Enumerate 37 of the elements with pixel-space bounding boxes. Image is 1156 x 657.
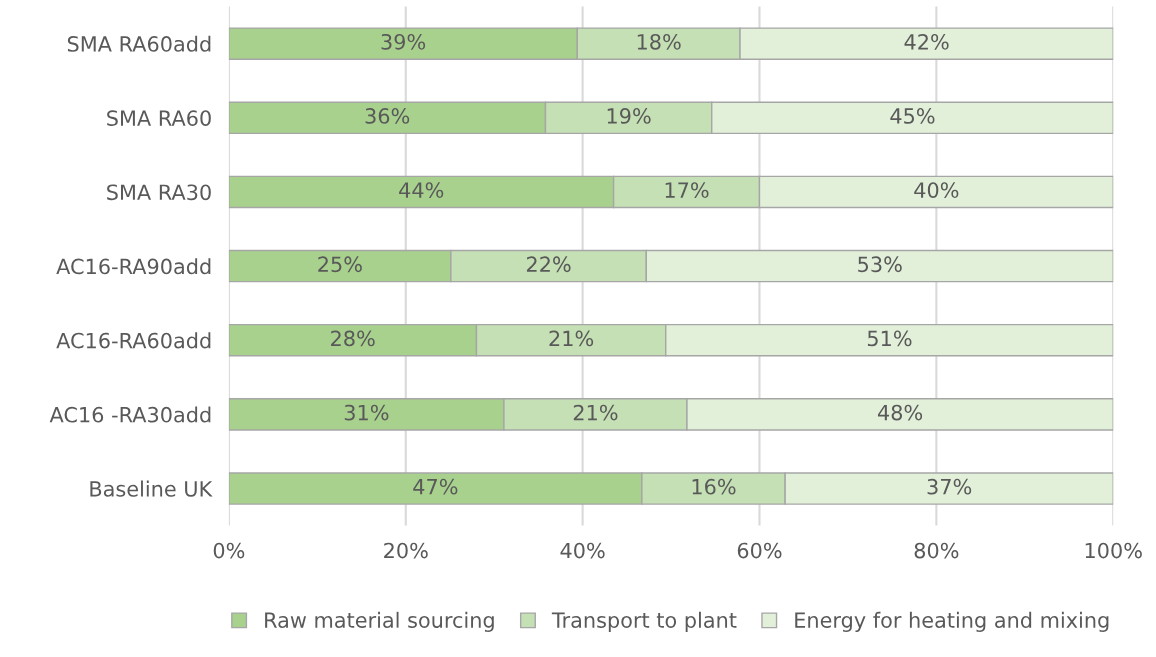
data-label: 39% bbox=[381, 33, 426, 50]
data-label: 22% bbox=[526, 256, 571, 273]
data-label: 36% bbox=[365, 108, 410, 124]
y-tick-label: SMA RA30 bbox=[107, 184, 211, 201]
data-label: 18% bbox=[637, 33, 681, 50]
y-tick-label: SMA RA60add bbox=[67, 35, 211, 52]
y-tick-label: AC16-RA60add bbox=[56, 332, 211, 349]
x-tick-label: 80% bbox=[914, 542, 959, 559]
data-label: 51% bbox=[867, 330, 912, 347]
data-label: 40% bbox=[914, 182, 959, 198]
data-label: 21% bbox=[573, 404, 618, 421]
data-label: 17% bbox=[665, 182, 709, 198]
y-tick-label: Baseline UK bbox=[90, 480, 213, 497]
data-label: 28% bbox=[331, 330, 375, 347]
x-tick-label: 100% bbox=[1085, 542, 1142, 559]
x-tick-label: 0% bbox=[213, 542, 245, 559]
x-tick-label: 20% bbox=[384, 542, 428, 559]
data-label: 21% bbox=[549, 330, 594, 347]
data-label: 31% bbox=[344, 404, 389, 421]
data-label: 53% bbox=[858, 256, 902, 273]
data-label: 45% bbox=[890, 108, 935, 124]
y-tick-label: AC16-RA90add bbox=[56, 258, 211, 275]
y-tick-label: AC16 -RA30add bbox=[49, 406, 211, 423]
legend-label: Energy for heating and mixing bbox=[795, 611, 1109, 632]
legend-label: Raw material sourcing bbox=[265, 611, 494, 632]
data-label: 47% bbox=[413, 478, 458, 495]
data-label: 48% bbox=[877, 404, 923, 421]
data-label: 19% bbox=[607, 108, 651, 124]
data-label: 16% bbox=[692, 478, 736, 495]
data-label: 42% bbox=[904, 33, 949, 50]
data-label: 25% bbox=[318, 256, 362, 273]
data-label: 44% bbox=[399, 182, 444, 198]
y-tick-label: SMA RA60 bbox=[107, 110, 211, 126]
x-tick-label: 60% bbox=[737, 542, 782, 559]
x-tick-label: 40% bbox=[560, 542, 605, 559]
data-label: 37% bbox=[927, 478, 972, 495]
legend-label: Transport to plant bbox=[551, 611, 737, 632]
